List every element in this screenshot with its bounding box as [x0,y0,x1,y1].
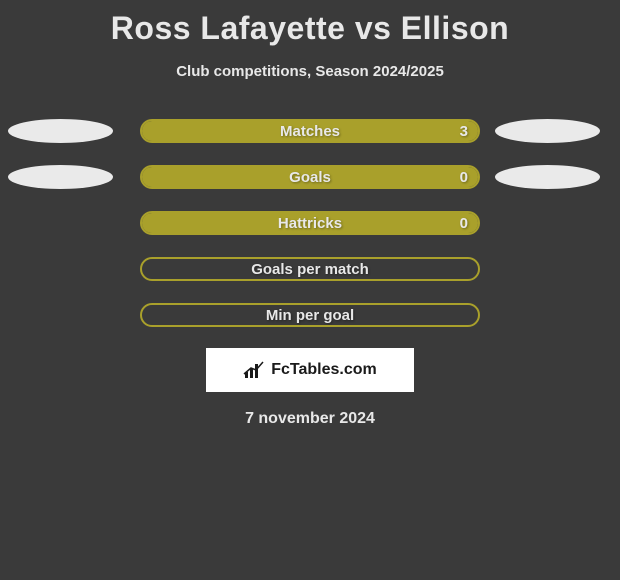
stat-bar: Goals 0 [140,165,480,189]
stat-value: 3 [460,123,468,140]
stat-bar: Min per goal [140,303,480,327]
subtitle: Club competitions, Season 2024/2025 [0,63,620,80]
date-text: 7 november 2024 [0,410,620,428]
stat-row: Min per goal [0,292,620,338]
stat-row: Goals 0 [0,154,620,200]
bars-icon [243,360,265,380]
stat-value: 0 [460,169,468,186]
stat-label: Matches [280,123,340,140]
stat-bar: Matches 3 [140,119,480,143]
stat-label: Hattricks [278,215,342,232]
stat-bar: Hattricks 0 [140,211,480,235]
left-ellipse [8,165,113,189]
stat-label: Goals per match [251,261,369,278]
stat-row: Goals per match [0,246,620,292]
stat-bar: Goals per match [140,257,480,281]
stat-row: Hattricks 0 [0,200,620,246]
logo-text: FcTables.com [271,361,377,379]
logo-box: FcTables.com [206,348,414,392]
right-ellipse [495,119,600,143]
comparison-chart: Matches 3 Goals 0 Hattricks 0 Goals per match M… [0,108,620,338]
left-ellipse [8,119,113,143]
stat-row: Matches 3 [0,108,620,154]
stat-value: 0 [460,215,468,232]
stat-label: Goals [289,169,331,186]
right-ellipse [495,165,600,189]
page-title: Ross Lafayette vs Ellison [0,0,620,47]
stat-label: Min per goal [266,307,354,324]
